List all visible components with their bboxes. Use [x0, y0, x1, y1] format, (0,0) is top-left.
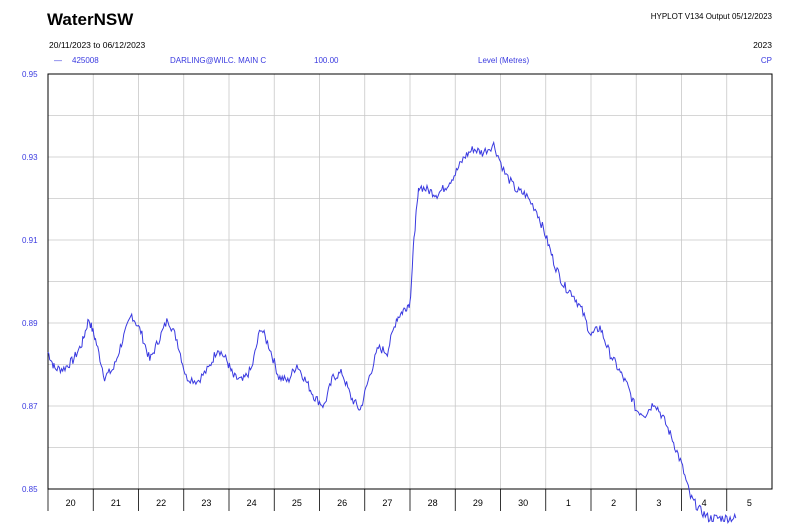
x-tick-label: 4: [702, 498, 707, 508]
year-label: 2023: [753, 40, 772, 50]
legend-variable: Level (Metres): [478, 56, 530, 65]
legend-variable-code: 100.00: [314, 56, 339, 65]
legend-site: DARLING@WILC. MAIN C: [170, 56, 267, 65]
x-tick-label: 26: [337, 498, 347, 508]
y-axis-ticks: 0.95 0.93 0.91 0.89 0.87 0.85: [22, 70, 38, 494]
date-range: 20/11/2023 to 06/12/2023: [49, 40, 146, 50]
legend: — 425008 DARLING@WILC. MAIN C 100.00 Lev…: [48, 56, 772, 68]
series-line-425008: [47, 140, 737, 524]
y-tick-label: 0.91: [22, 236, 38, 245]
x-tick-label: 5: [747, 498, 752, 508]
brand-title: WaterNSW: [47, 10, 134, 29]
x-tick-label: 23: [201, 498, 211, 508]
x-tick-label: 25: [292, 498, 302, 508]
legend-station: 425008: [72, 56, 99, 65]
x-tick-label: 2: [611, 498, 616, 508]
y-tick-label: 0.85: [22, 485, 38, 494]
x-tick-label: 21: [111, 498, 121, 508]
legend-flag: CP: [760, 56, 772, 65]
program-info: HYPLOT V134 Output 05/12/2023: [650, 12, 772, 21]
x-tick-label: 3: [656, 498, 661, 508]
x-tick-label: 28: [428, 498, 438, 508]
y-tick-label: 0.95: [22, 70, 38, 79]
legend-line-marker: —: [54, 56, 62, 65]
y-tick-label: 0.87: [22, 402, 38, 411]
x-tick-label: 29: [473, 498, 483, 508]
x-tick-label: 30: [518, 498, 528, 508]
x-tick-label: 22: [156, 498, 166, 508]
x-tick-label: 24: [247, 498, 257, 508]
x-tick-label: 27: [382, 498, 392, 508]
chart-grid: [48, 74, 772, 489]
x-axis-ticks: 20 21 22 23 24 25 26 27 28 29 30 1 2 3 4 5: [47, 489, 752, 511]
x-tick-label: 1: [566, 498, 571, 508]
x-tick-label: 20: [66, 498, 76, 508]
y-tick-label: 0.89: [22, 319, 38, 328]
y-tick-label: 0.93: [22, 153, 38, 162]
